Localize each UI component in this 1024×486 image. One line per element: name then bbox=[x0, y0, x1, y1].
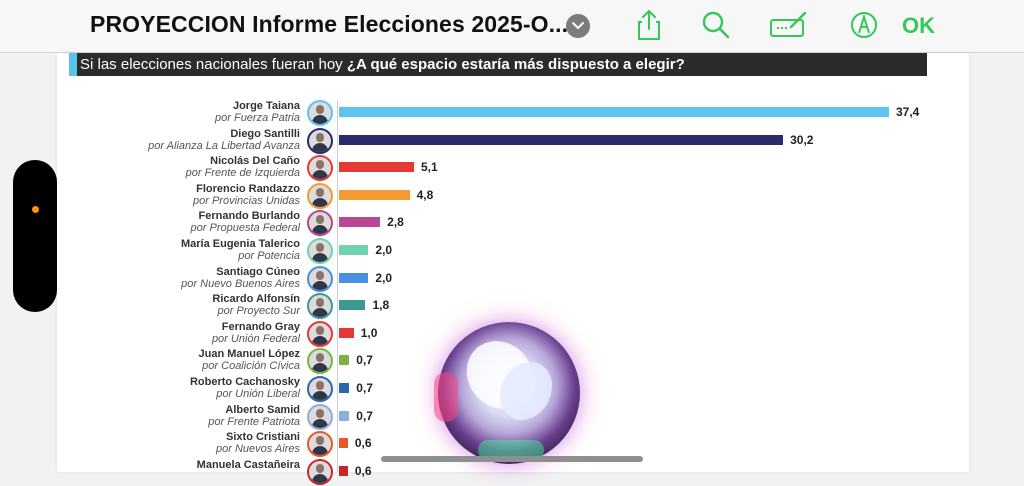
bar-value-label: 30,2 bbox=[790, 132, 814, 147]
candidate-avatar bbox=[307, 376, 333, 402]
horizontal-scrollbar[interactable] bbox=[381, 456, 643, 462]
chart-row: Sixto Cristiani por Nuevos Aires 0,6 bbox=[0, 431, 1024, 458]
candidate-avatar bbox=[307, 265, 333, 292]
candidate-avatar bbox=[307, 431, 333, 458]
candidate-party: por Nuevos Aires bbox=[216, 443, 300, 456]
bar bbox=[339, 383, 350, 393]
search-icon[interactable] bbox=[700, 9, 732, 41]
bar bbox=[339, 355, 350, 366]
candidate-avatar bbox=[307, 238, 333, 264]
chart-row: Ricardo Alfonsín por Proyecto Sur 1,8 bbox=[0, 293, 1024, 320]
candidate-avatar bbox=[307, 403, 333, 430]
bar-value-label: 0,6 bbox=[354, 436, 372, 451]
chart-title-plain: Si las elecciones nacionales fueran hoy bbox=[80, 56, 343, 73]
candidate-party: por Frente de Izquierda bbox=[185, 167, 300, 180]
bar bbox=[339, 217, 381, 228]
candidate-name: Jorge Taiana bbox=[232, 100, 300, 112]
bar-value-label: 37,4 bbox=[896, 105, 920, 119]
bar bbox=[339, 245, 369, 255]
bar-value-label: 2,8 bbox=[387, 215, 404, 230]
bar bbox=[339, 189, 410, 200]
chart-row: Jorge Taiana por Fuerza Patria 37,4 bbox=[0, 100, 1024, 127]
bar-value-label: 0,7 bbox=[356, 353, 373, 368]
chart-row: Alberto Samid por Frente Patriota 0,7 bbox=[0, 403, 1024, 431]
candidate-avatar bbox=[307, 210, 333, 237]
done-button[interactable]: OK bbox=[902, 13, 935, 38]
bar bbox=[339, 410, 350, 421]
chart-header-bar bbox=[69, 53, 927, 76]
bar-value-label: 2,0 bbox=[375, 243, 393, 257]
bar bbox=[339, 162, 414, 173]
chart-axis bbox=[337, 100, 338, 472]
chart-row: Nicolás Del Caño por Frente de Izquierda 5… bbox=[0, 155, 1024, 182]
chart-row: Fernando Burlando por Propuesta Federal 2,… bbox=[0, 210, 1024, 237]
candidate-name: Juan Manuel López bbox=[198, 348, 300, 361]
candidate-name: María Eugenia Talerico bbox=[180, 238, 300, 250]
chart-title-bold: ¿A qué espacio estaría más dispuesto a e… bbox=[346, 56, 685, 73]
chart-row: Santiago Cúneo por Nuevo Buenos Aires 2,0 bbox=[0, 265, 1024, 293]
chevron-down-icon[interactable] bbox=[566, 14, 590, 38]
candidate-party: por Unión Federal bbox=[211, 332, 300, 345]
pencil-tip-icon[interactable] bbox=[849, 9, 881, 41]
chart-row: María Eugenia Talerico por Potencia 2,0 bbox=[0, 238, 1024, 265]
siri-orb[interactable] bbox=[434, 322, 580, 464]
candidate-party: por Unión Liberal bbox=[216, 388, 300, 400]
status-dot bbox=[32, 206, 39, 213]
candidate-name: Diego Santilli bbox=[230, 127, 300, 140]
chart-row: Florencio Randazzo por Provincias Unidas 4… bbox=[0, 182, 1024, 210]
bar-value-label: 0,7 bbox=[356, 408, 373, 423]
bar bbox=[339, 107, 889, 117]
candidate-avatar bbox=[307, 293, 333, 320]
candidate-avatar bbox=[307, 100, 333, 126]
candidate-party: por Alianza La Libertad Avanza bbox=[148, 139, 300, 152]
candidate-avatar bbox=[307, 182, 333, 209]
candidate-avatar bbox=[307, 348, 333, 375]
chart-row: Diego Santilli por Alianza La Libertad Av… bbox=[0, 127, 1024, 155]
bar-value-label: 1,0 bbox=[360, 325, 378, 340]
candidate-avatar bbox=[307, 320, 333, 347]
bar bbox=[339, 272, 369, 283]
candidate-name: Santiago Cúneo bbox=[216, 265, 300, 278]
side-panel-handle[interactable] bbox=[13, 160, 57, 312]
bar bbox=[339, 465, 348, 476]
candidate-name: Florencio Randazzo bbox=[196, 182, 300, 195]
candidate-name: Manuela Castañeira bbox=[196, 458, 300, 471]
bar-value-label: 5,1 bbox=[421, 160, 438, 175]
chart-header-accent bbox=[69, 53, 77, 76]
candidate-party: por Proyecto Sur bbox=[217, 305, 300, 318]
candidate-avatar bbox=[307, 127, 333, 154]
candidate-name: Nicolás Del Caño bbox=[210, 155, 300, 168]
candidate-party: por Provincias Unidas bbox=[193, 194, 300, 207]
candidate-name: Sixto Cristiani bbox=[226, 431, 300, 444]
bar-value-label: 4,8 bbox=[416, 187, 434, 202]
bar-value-label: 0,7 bbox=[356, 381, 373, 395]
candidate-name: Alberto Samid bbox=[225, 403, 300, 416]
bar-value-label: 1,8 bbox=[372, 298, 390, 313]
chart-row: Juan Manuel López por Coalición Cívica 0,7 bbox=[0, 348, 1024, 375]
bar bbox=[339, 327, 354, 338]
candidate-name: Ricardo Alfonsín bbox=[212, 293, 300, 306]
markup-pen-icon[interactable] bbox=[769, 9, 809, 41]
app-toolbar: PROYECCION Informe Elecciones 2025-O... … bbox=[0, 0, 1024, 53]
bar bbox=[339, 300, 366, 311]
document-title[interactable]: PROYECCION Informe Elecciones 2025-O... bbox=[90, 11, 569, 37]
candidate-party: por Fuerza Patria bbox=[215, 112, 300, 124]
candidate-party: por Potencia bbox=[238, 250, 300, 262]
candidate-party: por Frente Patriota bbox=[208, 415, 300, 428]
bar-value-label: 2,0 bbox=[375, 270, 393, 285]
chart-row: Fernando Gray por Unión Federal 1,0 bbox=[0, 320, 1024, 348]
candidate-avatar bbox=[307, 155, 333, 182]
candidate-party: por Coalición Cívica bbox=[202, 360, 300, 373]
bar-value-label: 0,6 bbox=[354, 463, 372, 478]
chart-title: Si las elecciones nacionales fueran hoy … bbox=[80, 53, 685, 76]
candidate-name: Fernando Gray bbox=[221, 320, 300, 333]
candidate-party: por Propuesta Federal bbox=[190, 222, 300, 235]
candidate-name: Roberto Cachanosky bbox=[189, 376, 300, 388]
bar bbox=[339, 438, 348, 449]
candidate-party: por Nuevo Buenos Aires bbox=[181, 277, 300, 290]
bar bbox=[339, 134, 784, 145]
chart-row: Roberto Cachanosky por Unión Liberal 0,7 bbox=[0, 376, 1024, 403]
share-icon[interactable] bbox=[633, 9, 665, 41]
candidate-name: Fernando Burlando bbox=[198, 210, 300, 223]
